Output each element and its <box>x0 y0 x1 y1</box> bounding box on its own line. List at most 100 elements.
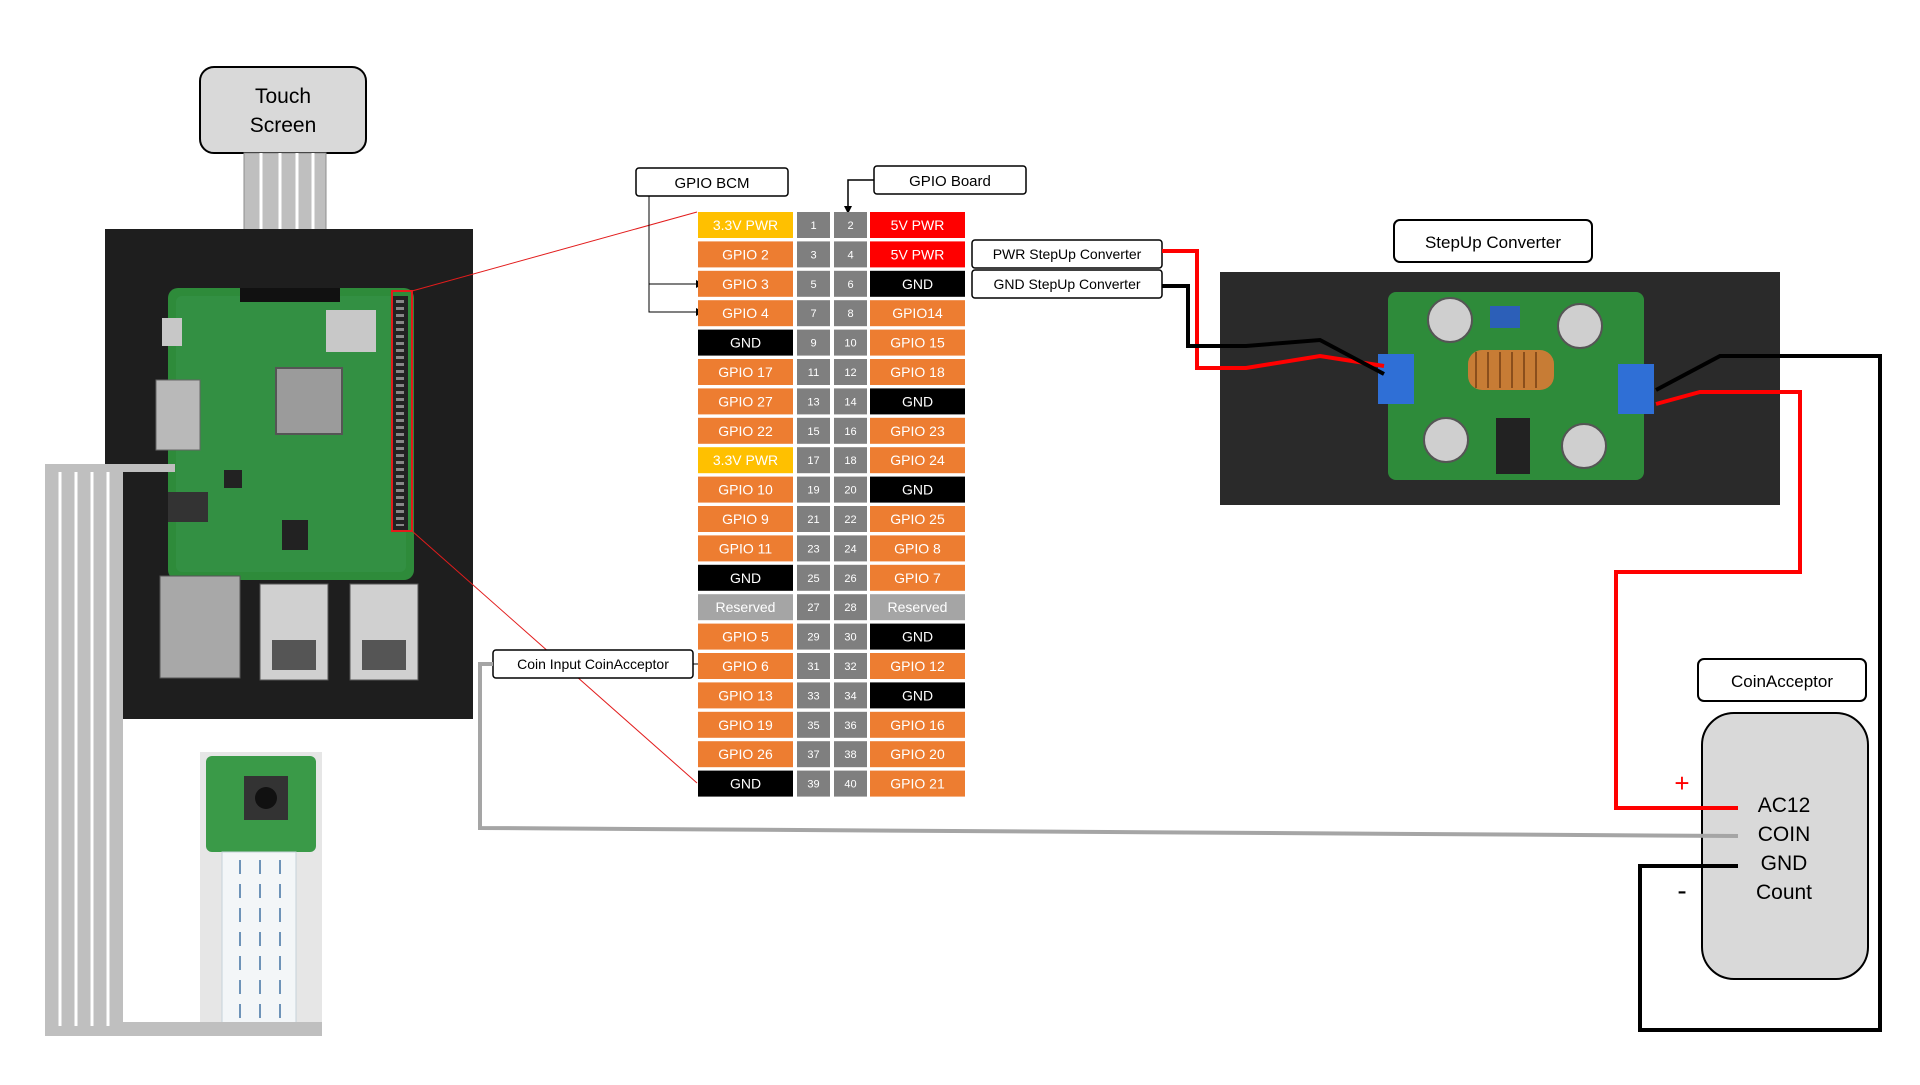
gpio-odd-pin-cell <box>797 623 830 650</box>
gpio-left-cell <box>698 653 793 679</box>
gpio-right-label: GPIO 21 <box>890 776 945 792</box>
gpio-odd-pin-number: 7 <box>810 308 816 320</box>
gpio-even-pin-cell <box>834 270 867 297</box>
stepup-converter-board-icon <box>1220 272 1780 505</box>
gpio-left-label: GND <box>730 335 761 351</box>
gpio-even-pin-number: 22 <box>844 514 856 526</box>
gpio-even-pin-cell <box>834 770 867 797</box>
gpio-odd-pin-number: 33 <box>807 690 819 702</box>
gpio-odd-pin-number: 27 <box>807 602 819 614</box>
wires <box>478 249 1882 1032</box>
gpio-left-cell <box>698 300 793 327</box>
wire-stepup-gnd-loop <box>1638 354 1882 1032</box>
touch-screen: Touch Screen <box>199 66 367 154</box>
gpio-left-label: GPIO 27 <box>718 393 773 409</box>
gpio-even-pin-number: 16 <box>844 426 856 438</box>
gpio-right-cell <box>870 359 965 385</box>
gpio-even-pin-number: 6 <box>847 279 853 291</box>
gpio-left-cell <box>698 535 793 562</box>
gpio-left-cell <box>698 241 793 268</box>
gpio-left-cell <box>698 711 793 738</box>
wire-gnd-to-stepup <box>1162 284 1385 376</box>
gpio-even-pin-cell <box>834 506 867 532</box>
coinacceptor-pin-gnd: GND <box>1761 852 1808 875</box>
gpio-right-label: GPIO 25 <box>890 511 945 527</box>
pwr-stepup-label-box <box>971 239 1163 269</box>
gpio-odd-pin-number: 31 <box>807 661 819 673</box>
gpio-even-pin-cell <box>834 594 867 621</box>
raspberry-pi-board-icon <box>105 229 473 719</box>
gpio-even-pin-cell <box>834 623 867 650</box>
gpio-odd-pin-cell <box>797 594 830 621</box>
coinacceptor-title-box <box>1697 658 1867 702</box>
gpio-odd-pin-cell <box>797 270 830 297</box>
gpio-right-cell <box>870 564 965 591</box>
pwr-stepup-label: PWR StepUp Converter <box>993 246 1142 262</box>
gpio-even-pin-number: 14 <box>844 396 856 408</box>
gpio-right-cell <box>870 300 965 327</box>
gpio-right-cell <box>870 506 965 532</box>
gpio-odd-pin-number: 1 <box>810 220 816 232</box>
gpio-left-label: GPIO 22 <box>718 423 773 439</box>
gpio-even-pin-number: 32 <box>844 661 856 673</box>
gpio-even-pin-number: 18 <box>844 455 856 467</box>
gpio-even-pin-number: 26 <box>844 573 856 585</box>
gpio-odd-pin-cell <box>797 741 830 768</box>
gpio-even-pin-number: 40 <box>844 779 856 791</box>
gpio-even-pin-cell <box>834 711 867 738</box>
plus-sign: + <box>1674 768 1689 798</box>
gpio-right-cell <box>870 329 965 356</box>
gpio-bcm-arrows <box>648 196 704 316</box>
gpio-right-label: GPIO 18 <box>890 364 945 380</box>
gpio-odd-pin-number: 15 <box>807 426 819 438</box>
wire-pwr-to-stepup <box>1162 249 1385 370</box>
gpio-odd-pin-number: 37 <box>807 749 819 761</box>
gpio-odd-pin-number: 23 <box>807 543 819 555</box>
gpio-even-pin-cell <box>834 417 867 444</box>
gpio-left-cell <box>698 741 793 768</box>
gpio-odd-pin-cell <box>797 682 830 709</box>
gpio-right-cell <box>870 476 965 503</box>
gpio-right-label: GPIO 15 <box>890 335 945 351</box>
wire-coin-signal <box>478 662 1739 838</box>
gpio-left-cell <box>698 623 793 650</box>
gpio-right-label: GPIO 24 <box>890 452 945 468</box>
gpio-left-label: GPIO 26 <box>718 746 773 762</box>
gpio-right-label: GPIO 8 <box>894 540 941 556</box>
gpio-left-cell <box>698 770 793 797</box>
gpio-odd-pin-cell <box>797 212 830 238</box>
gpio-even-pin-cell <box>834 388 867 415</box>
gpio-even-pin-cell <box>834 447 867 474</box>
gpio-right-cell <box>870 535 965 562</box>
gpio-even-pin-number: 36 <box>844 720 856 732</box>
gpio-left-label: GPIO 11 <box>719 540 773 556</box>
gpio-right-cell <box>870 741 965 768</box>
gpio-left-label: GND <box>730 776 761 792</box>
gpio-left-label: GPIO 2 <box>722 246 769 262</box>
gpio-left-cell <box>698 564 793 591</box>
gpio-even-pin-number: 34 <box>844 690 856 702</box>
gpio-board-arrow <box>844 179 874 214</box>
gnd-stepup-label: GND StepUp Converter <box>993 276 1140 292</box>
gpio-odd-pin-number: 19 <box>807 485 819 497</box>
gpio-even-pin-number: 12 <box>844 367 856 379</box>
gpio-right-label: 5V PWR <box>891 217 945 233</box>
gpio-right-label: 5V PWR <box>891 246 945 262</box>
gpio-left-label: GND <box>730 570 761 586</box>
gpio-left-cell <box>698 417 793 444</box>
gpio-odd-pin-number: 11 <box>808 367 819 379</box>
gpio-odd-pin-cell <box>797 447 830 474</box>
gpio-odd-pin-number: 13 <box>807 396 819 408</box>
gpio-left-label: GPIO 4 <box>722 305 769 321</box>
gpio-odd-pin-number: 21 <box>807 514 819 526</box>
touch-screen-box <box>199 66 367 154</box>
gpio-odd-pin-cell <box>797 770 830 797</box>
gpio-even-pin-number: 10 <box>844 338 856 350</box>
gpio-even-pin-number: 24 <box>844 543 856 555</box>
gpio-right-label: GPIO14 <box>892 305 943 321</box>
gpio-even-pin-cell <box>834 241 867 268</box>
gpio-right-label: GPIO 12 <box>890 658 945 674</box>
coinacceptor-pin-ac12: AC12 <box>1758 794 1811 817</box>
gpio-right-label: GND <box>902 276 933 292</box>
